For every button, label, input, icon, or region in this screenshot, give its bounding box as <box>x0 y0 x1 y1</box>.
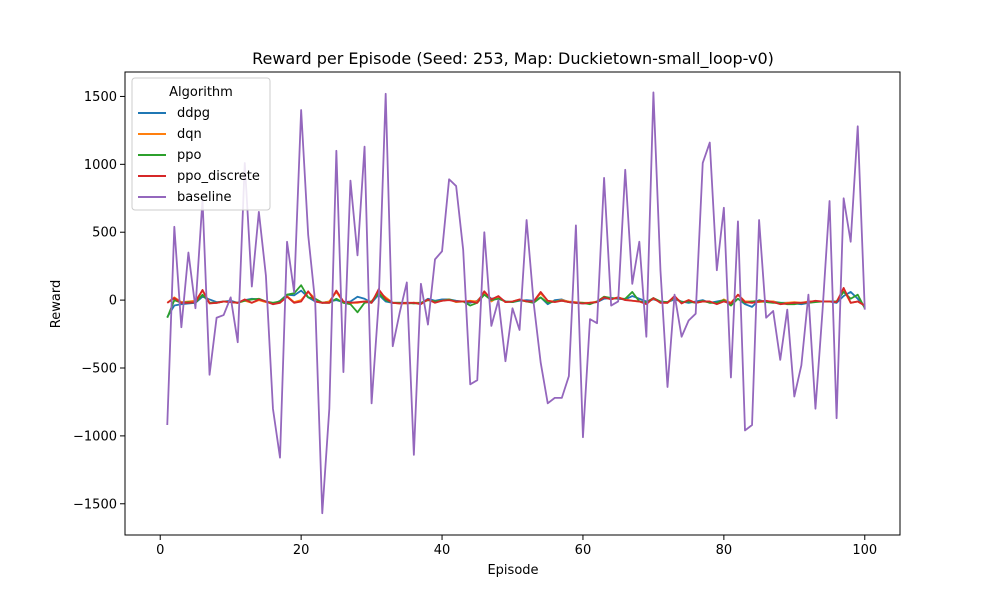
y-tick-label: −1000 <box>73 429 117 444</box>
legend-label-ppo-discrete: ppo_discrete <box>177 169 260 184</box>
legend: Algorithm ddpg dqn ppo ppo_discrete baseline <box>131 77 271 211</box>
x-tick-label: 0 <box>156 543 164 558</box>
y-tick-label: 1000 <box>84 158 117 173</box>
y-tick-label: −1500 <box>73 497 117 512</box>
x-axis-ticks: 0 20 40 60 80 100 <box>156 535 877 558</box>
y-axis-label: Reward <box>49 280 64 328</box>
x-tick-label: 100 <box>852 543 877 558</box>
legend-label-dqn: dqn <box>177 127 202 142</box>
legend-label-ddpg: ddpg <box>177 106 210 121</box>
y-tick-label: −500 <box>81 361 117 376</box>
chart-title: Reward per Episode (Seed: 253, Map: Duck… <box>252 49 774 69</box>
x-tick-label: 40 <box>434 543 451 558</box>
y-axis-ticks: −1500 −1000 −500 0 500 1000 1500 <box>73 90 125 512</box>
y-tick-label: 500 <box>92 226 117 241</box>
x-tick-label: 20 <box>293 543 310 558</box>
legend-label-ppo: ppo <box>177 148 202 163</box>
legend-box <box>131 77 271 211</box>
legend-label-baseline: baseline <box>177 190 231 205</box>
series-line-ppo-discrete <box>166 286 866 307</box>
y-tick-label: 1500 <box>84 90 117 105</box>
x-tick-label: 80 <box>716 543 733 558</box>
y-tick-label: 0 <box>109 294 117 309</box>
series-group <box>166 91 866 515</box>
x-axis-label: Episode <box>487 563 538 578</box>
plot-frame <box>124 71 901 536</box>
x-tick-label: 60 <box>575 543 592 558</box>
legend-title: Algorithm <box>169 85 233 100</box>
series-line-baseline <box>166 91 866 515</box>
